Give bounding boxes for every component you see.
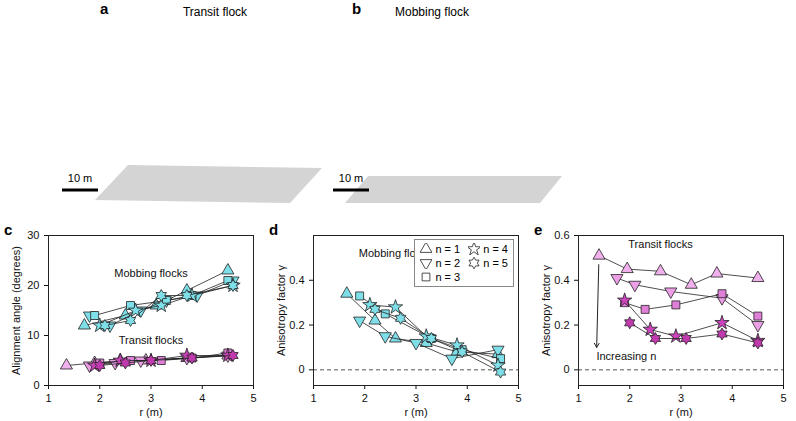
svg-text:0: 0 [33,379,39,391]
svg-text:Anisotropy factor γ: Anisotropy factor γ [540,264,552,356]
svg-text:3: 3 [148,392,154,404]
svg-text:r (m): r (m) [669,406,692,418]
svg-text:Mobbing flocks: Mobbing flocks [114,267,188,279]
svg-text:3: 3 [678,392,684,404]
svg-text:5: 5 [515,392,521,404]
svg-text:0.2: 0.2 [289,319,304,331]
svg-text:1: 1 [575,392,581,404]
html-text:n = 3: n = 3 [435,271,461,283]
svg-text:2: 2 [97,392,103,404]
svg-text:10 m: 10 m [68,172,92,184]
html-text:e: e [534,221,543,238]
html-text:n = 5: n = 5 [483,257,508,269]
svg-text:Alignment angle (degrees): Alignment angle (degrees) [10,246,22,375]
svg-text:20: 20 [27,279,39,291]
html-text:d: d [269,221,279,238]
svg-text:2: 2 [627,392,633,404]
svg-text:Mobbing flocks: Mobbing flocks [358,246,433,259]
svg-text:b: b [352,0,361,17]
svg-text:a: a [100,0,109,17]
svg-text:0: 0 [298,363,304,375]
svg-text:Transit flock: Transit flock [183,5,248,19]
svg-text:3: 3 [413,392,419,404]
svg-text:r (m): r (m) [404,406,427,418]
svg-text:1: 1 [310,392,316,404]
svg-text:2: 2 [362,392,368,404]
svg-text:5: 5 [250,392,256,404]
svg-text:Transit flocks: Transit flocks [119,334,184,346]
html-text:n = 2: n = 2 [435,257,461,269]
svg-text:30: 30 [27,229,39,241]
svg-text:Increasing n: Increasing n [596,350,656,362]
html-text:c: c [4,221,13,238]
svg-text:Mobbing flock: Mobbing flock [395,5,470,19]
svg-text:0.4: 0.4 [289,274,304,286]
svg-text:10 m: 10 m [339,172,363,184]
svg-text:Transit flocks: Transit flocks [628,238,693,250]
html-text:n = 1: n = 1 [435,243,461,255]
svg-text:r (m): r (m) [139,406,162,418]
svg-text:Anisotropy factor γ: Anisotropy factor γ [275,264,287,356]
svg-text:4: 4 [464,392,470,404]
svg-text:10: 10 [27,329,39,341]
svg-text:0.4: 0.4 [554,274,569,286]
svg-text:1: 1 [45,392,51,404]
svg-text:0.2: 0.2 [554,319,569,331]
svg-text:4: 4 [199,392,205,404]
svg-text:0: 0 [563,363,569,375]
svg-text:4: 4 [729,392,735,404]
svg-text:5: 5 [780,392,786,404]
html-text:n = 4: n = 4 [483,243,508,255]
svg-text:0.6: 0.6 [554,229,569,241]
